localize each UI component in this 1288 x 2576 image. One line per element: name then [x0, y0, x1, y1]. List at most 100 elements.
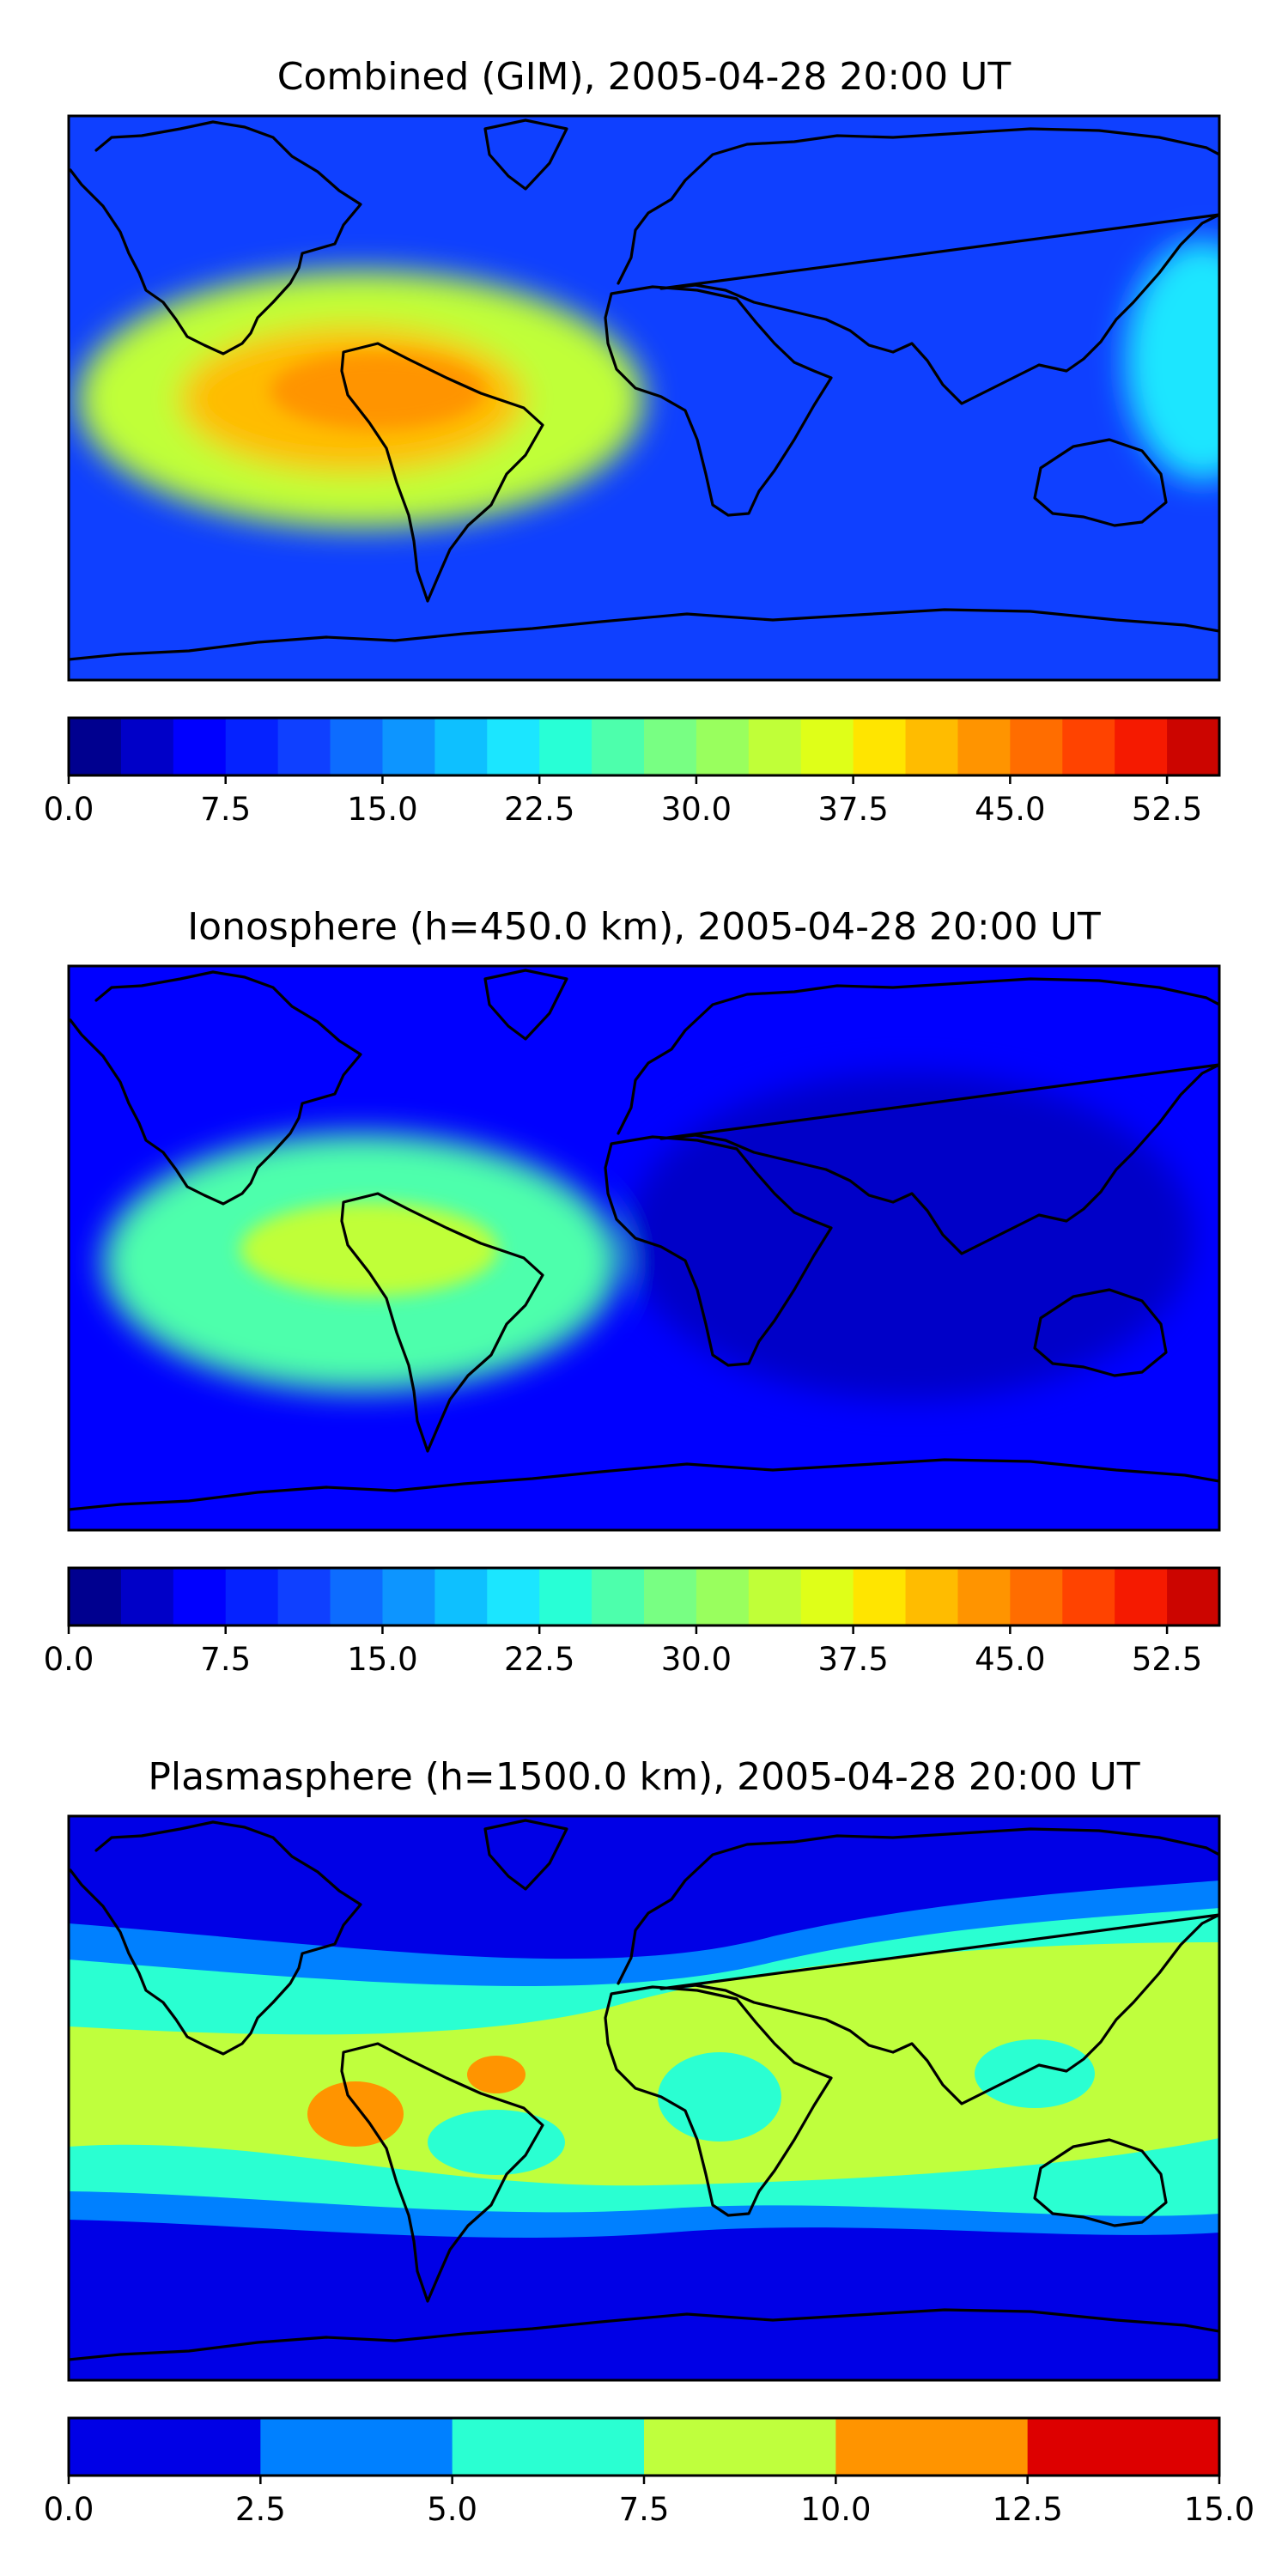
colorbar-tick-label: 7.5	[619, 2491, 670, 2528]
colorbar-cell	[1167, 718, 1220, 775]
coast-greenland	[483, 969, 568, 1041]
band-low-latitude-patch	[975, 2039, 1095, 2108]
colorbar-cell	[487, 718, 540, 775]
panel-plasmasphere: Plasmasphere (h=1500.0 km), 2005-04-28 2…	[44, 1755, 1255, 2528]
hotspot-peak	[270, 352, 485, 429]
colorbar-cell	[800, 718, 854, 775]
colorbar-cell	[225, 1568, 279, 1625]
colorbar-cell	[69, 718, 122, 775]
coast-south-america	[340, 1192, 544, 1453]
colorbar-cell	[957, 1568, 1011, 1625]
colorbar-cell	[539, 718, 592, 775]
colorbar-cell	[800, 1568, 854, 1625]
colorbar-cell	[120, 1568, 174, 1625]
colorbar-cell	[1062, 718, 1115, 775]
coast-europe-asia	[617, 977, 1219, 1255]
hotspot-core	[240, 1202, 498, 1297]
coast-antarctica	[69, 1458, 1219, 1511]
colorbar-cell	[260, 2418, 453, 2476]
hotspot-max	[307, 2081, 404, 2147]
colorbar-tick-label: 15.0	[347, 791, 417, 828]
colorbar-cell	[1115, 1568, 1168, 1625]
colorbar-cell	[277, 1568, 331, 1625]
colorbar-cell	[748, 718, 802, 775]
colorbar-tick-label: 15.0	[347, 1641, 417, 1678]
colorbar-cell	[539, 1568, 592, 1625]
title-ionosphere: Ionosphere (h=450.0 km), 2005-04-28 20:0…	[187, 905, 1101, 949]
colorbar-ionosphere: 0.0 7.5 15.0 22.5 30.0 37.5 45.0 52.5	[44, 1566, 1221, 1678]
colorbar-frame	[67, 716, 1221, 777]
colorbar-cell	[487, 1568, 540, 1625]
map-combined	[69, 116, 1219, 680]
colorbar-cell	[120, 718, 174, 775]
colorbar-cell	[696, 718, 750, 775]
colorbar-tick-label: 52.5	[1132, 1641, 1202, 1678]
map-ionosphere	[69, 966, 1219, 1530]
colorbar-cell	[644, 718, 697, 775]
colorbar-tick-label: 0.0	[44, 1641, 94, 1678]
colorbar-cell	[330, 718, 384, 775]
colorbar-tick-label: 7.5	[200, 1641, 251, 1678]
coast-europe-asia	[617, 1827, 1219, 2105]
coast-greenland	[483, 118, 568, 191]
coast-antarctica	[69, 2308, 1219, 2361]
colorbar-tick-label: 2.5	[235, 2491, 286, 2528]
colorbar-tick-label: 30.0	[661, 791, 732, 828]
colorbar-tick-label: 30.0	[661, 1641, 732, 1678]
colorbar-tick-label: 52.5	[1132, 791, 1202, 828]
colorbar-tick-label: 10.0	[800, 2491, 871, 2528]
colorbar-combined: 0.0 7.5 15.0 22.5 30.0 37.5 45.0 52.5	[44, 716, 1221, 828]
colorbar-cell	[452, 2418, 645, 2476]
band-low-latitude-patch	[428, 2110, 565, 2175]
map-frame-combined	[67, 114, 1221, 682]
colorbar-cell	[382, 1568, 435, 1625]
coastlines	[69, 969, 1219, 1511]
colorbar-cell	[853, 718, 907, 775]
colorbar-cell	[1010, 1568, 1063, 1625]
colorbar-tick-label: 0.0	[44, 2491, 94, 2528]
coast-australia	[1033, 2138, 1168, 2227]
coastlines	[69, 1819, 1219, 2361]
hotspot-max	[467, 2056, 526, 2093]
title-combined: Combined (GIM), 2005-04-28 20:00 UT	[277, 55, 1012, 99]
colorbar-cell	[382, 718, 435, 775]
title-plasmasphere: Plasmasphere (h=1500.0 km), 2005-04-28 2…	[148, 1755, 1139, 1799]
band-low-latitude-patch	[658, 2052, 781, 2142]
colorbar-cell	[905, 718, 959, 775]
colorbar-cell	[592, 718, 645, 775]
colorbar-cell	[1010, 718, 1063, 775]
coast-australia	[1033, 1288, 1168, 1377]
colorbar-cell	[1167, 1568, 1220, 1625]
colorbar-tick-label: 7.5	[200, 791, 251, 828]
coastlines	[69, 118, 1219, 661]
map-frame-plasmasphere	[67, 1814, 1221, 2382]
colorbar-tick-label: 45.0	[975, 1641, 1045, 1678]
colorbar-tick-label: 0.0	[44, 791, 94, 828]
coast-north-america	[69, 1820, 362, 2056]
colorbar-cell	[905, 1568, 959, 1625]
colorbar-cell	[434, 1568, 488, 1625]
colorbar-tick-label: 37.5	[817, 791, 888, 828]
colorbar-cell	[277, 718, 331, 775]
colorbar-plasmasphere: 0.0 2.5 5.0 7.5 10.0 12.5 15.0	[44, 2416, 1255, 2528]
coast-greenland	[483, 1819, 568, 1891]
coast-antarctica	[69, 608, 1219, 661]
colorbar-cell	[748, 1568, 802, 1625]
colorbar-tick-label: 37.5	[817, 1641, 888, 1678]
colorbar-cell	[644, 1568, 697, 1625]
colorbar-tick-label: 5.0	[427, 2491, 477, 2528]
coast-africa	[604, 285, 833, 517]
panel-ionosphere: Ionosphere (h=450.0 km), 2005-04-28 20:0…	[44, 905, 1221, 1678]
colorbar-cell	[1027, 2418, 1220, 2476]
panel-combined: Combined (GIM), 2005-04-28 20:00 UT	[44, 55, 1221, 828]
colorbar-cell	[592, 1568, 645, 1625]
coast-australia	[1033, 438, 1168, 527]
colorbar-cell	[1115, 718, 1168, 775]
coast-south-america	[340, 2042, 544, 2303]
colorbar-cell	[173, 1568, 227, 1625]
coast-europe-asia	[617, 127, 1219, 405]
colorbar-cell	[853, 1568, 907, 1625]
coast-north-america	[69, 120, 362, 355]
colorbar-frame	[67, 1566, 1221, 1627]
